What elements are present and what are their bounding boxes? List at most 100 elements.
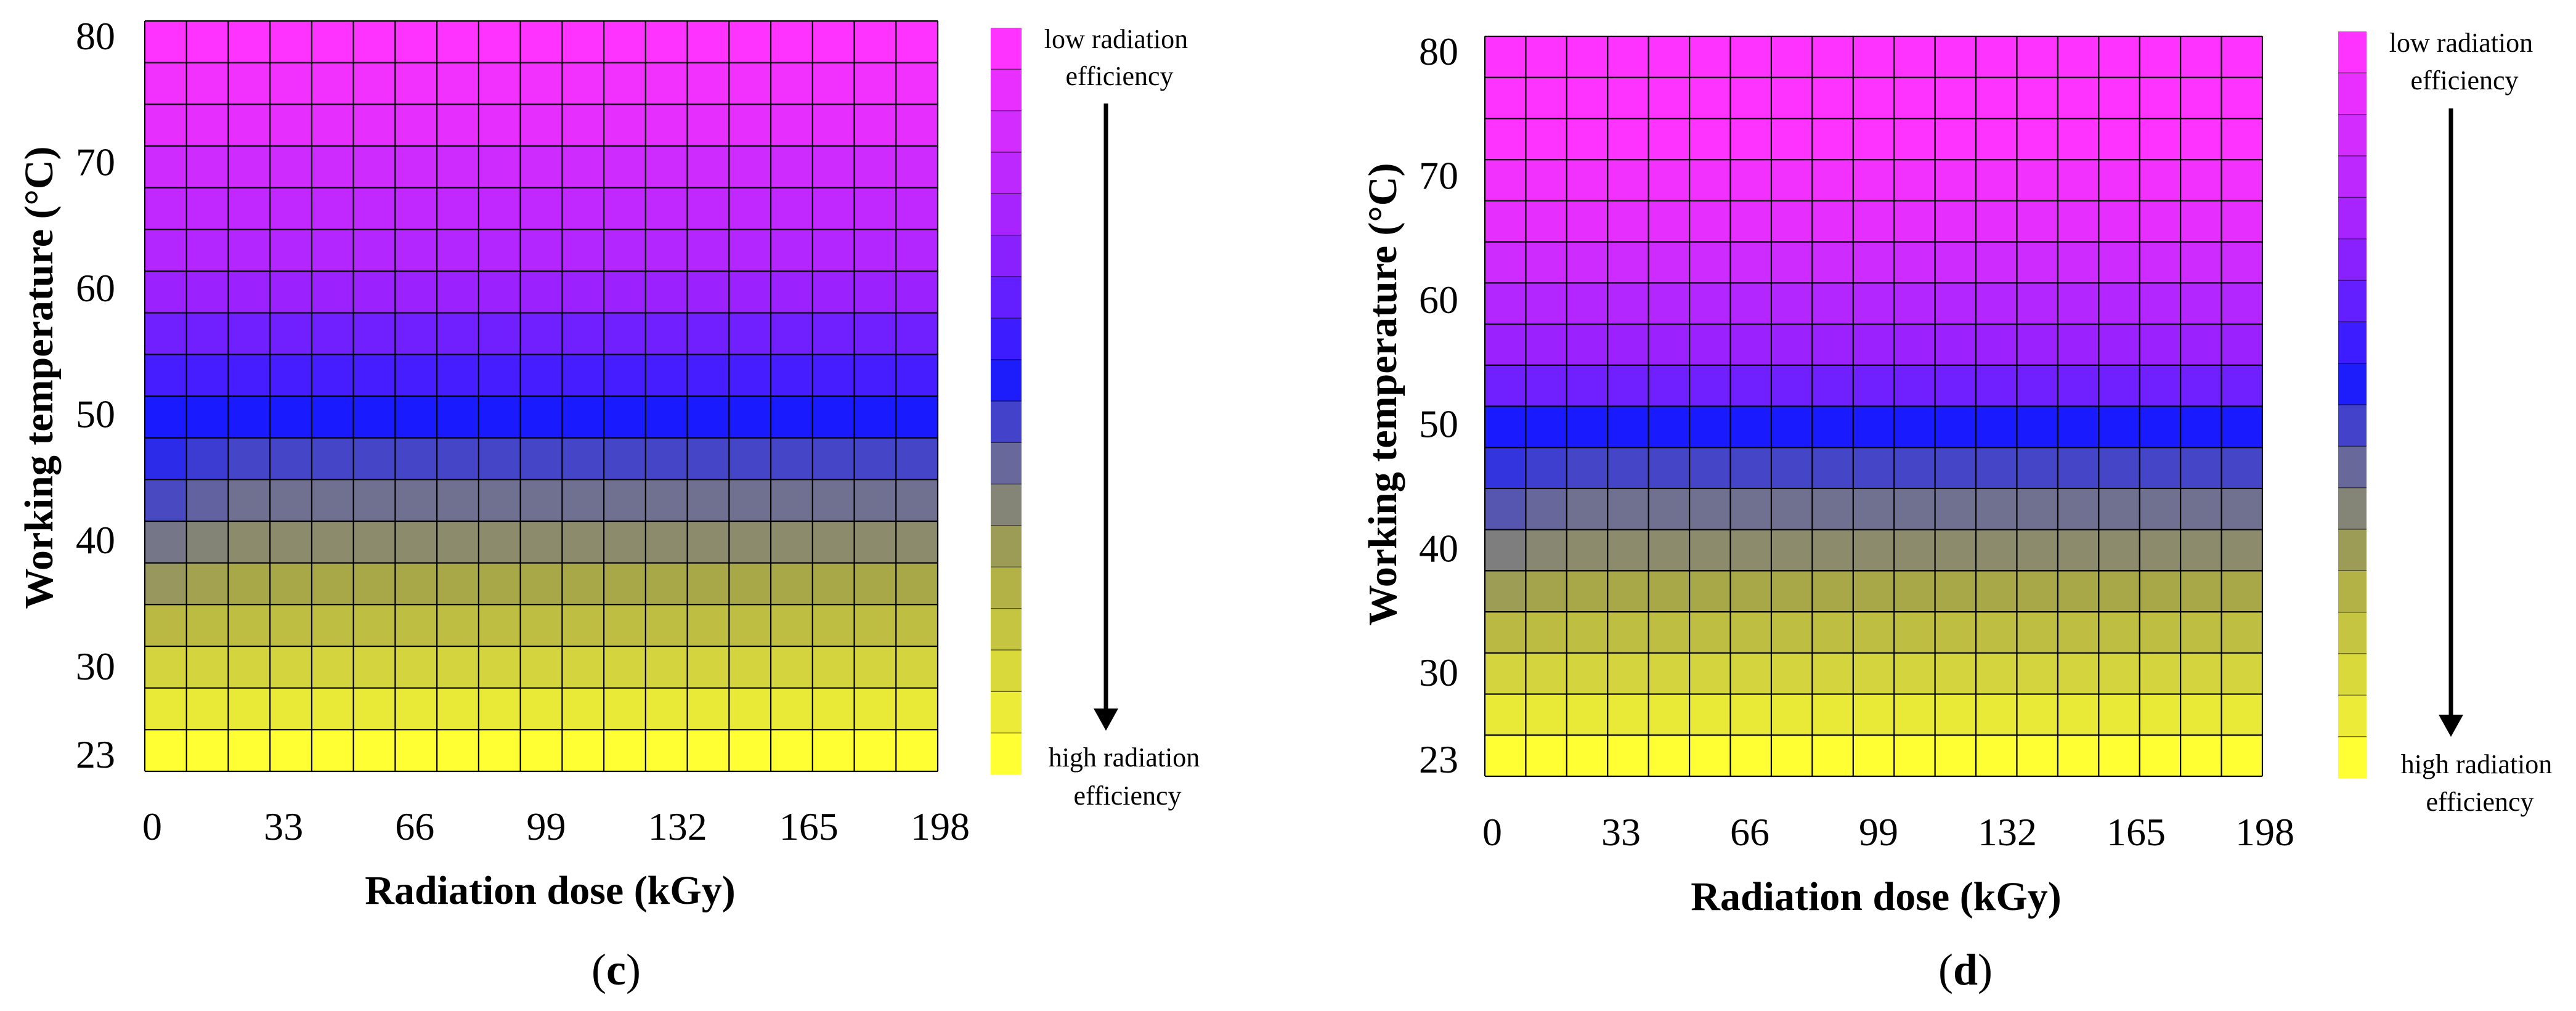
heat-cell [186, 312, 229, 355]
heat-cell [353, 729, 396, 772]
legend-swatch [991, 69, 1022, 112]
heat-cell [353, 354, 396, 397]
heat-cell [1485, 612, 1527, 654]
legend-swatch [2338, 197, 2367, 240]
heat-cell [186, 187, 229, 230]
heat-cell [1812, 77, 1854, 120]
heat-cell [1730, 694, 1772, 736]
heat-cell [2099, 529, 2140, 571]
heat-cell [1812, 406, 1854, 448]
heat-cell [2221, 242, 2263, 283]
legend-swatch [2338, 736, 2367, 779]
heat-cell [1485, 36, 1527, 78]
legend-colorbar-d [2338, 31, 2367, 779]
heat-cell [145, 229, 187, 272]
heat-cell [1689, 365, 1731, 407]
heat-cell [854, 146, 896, 189]
heat-cell [311, 437, 354, 480]
heat-cell [2180, 242, 2222, 283]
heat-cell [1935, 242, 1977, 283]
heat-cell [2057, 735, 2099, 777]
heat-cell [604, 437, 646, 480]
heat-cell [2221, 365, 2263, 407]
heat-cell [1730, 36, 1772, 78]
heat-cell [1607, 694, 1649, 736]
heat-cell [1526, 77, 1567, 120]
heat-cell [270, 312, 312, 355]
heat-cell [1730, 447, 1772, 489]
heat-cell [2139, 694, 2181, 736]
heat-cell [1894, 118, 1936, 160]
heat-cell [1812, 365, 1854, 407]
heat-cell [1566, 694, 1608, 736]
heat-cell [2180, 735, 2222, 777]
heat-cell [1894, 447, 1936, 489]
heat-cell [1648, 529, 1690, 571]
heat-cell [1894, 200, 1936, 243]
heat-cell [2057, 283, 2099, 325]
heat-cell [1730, 77, 1772, 120]
heat-cell [1976, 612, 2018, 654]
heat-cell [729, 229, 771, 272]
heat-cell [1526, 36, 1567, 78]
heat-cell [1730, 488, 1772, 530]
heat-cell [1935, 118, 1977, 160]
heat-cell [1935, 735, 1977, 777]
heat-cell [1935, 488, 1977, 530]
heat-cell [186, 604, 229, 647]
heat-cell [604, 271, 646, 314]
heat-cell [2099, 406, 2140, 448]
y-tick-label: 23 [76, 733, 115, 776]
heat-cell [478, 104, 521, 147]
x-tick-labels-c: 0 33 66 99 132 165 198 [142, 805, 970, 848]
heat-cell [1976, 694, 2018, 736]
heat-cell [520, 229, 563, 272]
heat-cell [1526, 652, 1567, 695]
heat-cell [896, 688, 938, 730]
heat-cell [854, 604, 896, 647]
legend-arrow-head-c [1094, 709, 1118, 731]
heat-cell [562, 437, 604, 480]
heat-cell [896, 312, 938, 355]
heat-cell [562, 688, 604, 730]
heat-cell [2139, 118, 2181, 160]
heat-cell [2099, 242, 2140, 283]
heat-cell [1526, 283, 1567, 325]
heat-cell [896, 521, 938, 564]
heat-cell [1526, 529, 1567, 571]
heat-cell [1935, 529, 1977, 571]
heat-cell [1607, 160, 1649, 201]
heat-cell [353, 312, 396, 355]
heat-cell [1485, 365, 1527, 407]
heat-cell [1853, 488, 1895, 530]
heat-cell [645, 646, 688, 689]
heat-cell [228, 729, 270, 772]
heat-cell [186, 21, 229, 63]
heat-cell [1566, 406, 1608, 448]
heat-cell [2139, 735, 2181, 777]
heat-cell [1812, 447, 1854, 489]
heat-cell [353, 62, 396, 105]
heat-cell [771, 521, 813, 564]
heat-cell [353, 229, 396, 272]
heat-cell [228, 21, 270, 63]
heat-cell [186, 521, 229, 564]
heat-cell [604, 562, 646, 605]
heat-cell [645, 62, 688, 105]
heat-cell [687, 62, 729, 105]
heat-cell [1935, 365, 1977, 407]
heat-cell [1853, 36, 1895, 78]
heat-cell [1689, 77, 1731, 120]
heat-cell [2180, 324, 2222, 366]
heat-cell [645, 437, 688, 480]
heat-cell [1485, 529, 1527, 571]
heat-cell [1566, 612, 1608, 654]
heat-cell [437, 354, 479, 397]
heat-cell [2139, 200, 2181, 243]
heat-cell [1812, 324, 1854, 366]
heatmap-cells-d [1485, 36, 2263, 777]
heat-cell [353, 271, 396, 314]
heat-cell [353, 562, 396, 605]
heat-cell [145, 187, 187, 230]
heat-cell [2180, 612, 2222, 654]
